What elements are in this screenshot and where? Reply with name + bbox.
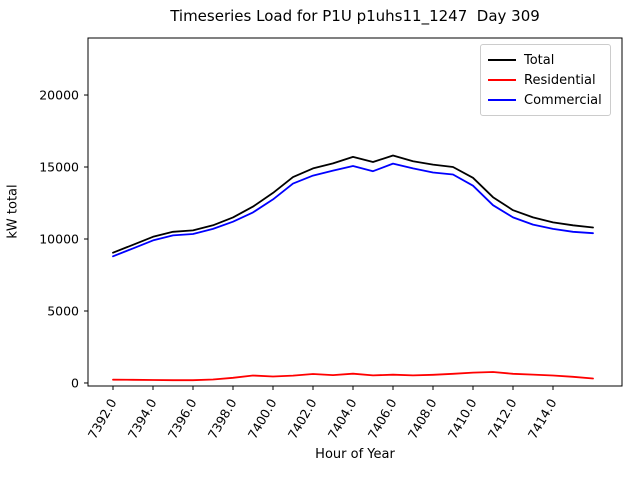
- x-tick-label: 7406.0: [365, 396, 400, 441]
- y-tick-label: 0: [71, 375, 79, 390]
- x-tick-label: 7404.0: [325, 396, 360, 441]
- x-tick-label: 7394.0: [125, 396, 160, 441]
- series-line-commercial: [112, 162, 594, 258]
- x-tick-label: 7408.0: [405, 396, 440, 441]
- x-tick-label: 7402.0: [285, 396, 320, 441]
- x-tick-label: 7400.0: [245, 396, 280, 441]
- x-tick-label: 7392.0: [85, 396, 120, 441]
- x-axis-label: Hour of Year: [315, 447, 395, 462]
- y-tick-label: 10000: [39, 231, 79, 246]
- series-line-residential: [112, 371, 594, 382]
- y-axis-label: kW total: [5, 184, 21, 239]
- legend-item-commercial: Commercial: [488, 90, 604, 110]
- chart-title: Timeseries Load for P1U p1uhs11_1247 Day…: [170, 7, 540, 25]
- x-tick-label: 7396.0: [165, 396, 200, 441]
- y-tick-label: 20000: [39, 88, 79, 103]
- series-line-total: [112, 154, 594, 254]
- y-tick-label: 5000: [47, 303, 79, 318]
- commercial-line-swatch: [488, 99, 516, 101]
- x-tick-label: 7398.0: [205, 396, 240, 441]
- residential-line-swatch: [488, 79, 516, 81]
- legend-label-total: Total: [524, 52, 555, 68]
- legend-item-total: Total: [488, 50, 604, 70]
- total-line-swatch: [488, 59, 516, 61]
- y-tick-label: 15000: [39, 160, 79, 175]
- x-tick-label: 7414.0: [525, 396, 560, 441]
- legend-item-residential: Residential: [488, 70, 604, 90]
- x-tick-label: 7412.0: [485, 396, 520, 441]
- legend-label-residential: Residential: [524, 72, 596, 88]
- legend: Total Residential Commercial: [480, 44, 611, 116]
- axes-spines: [87, 37, 623, 387]
- x-tick-label: 7410.0: [445, 396, 480, 441]
- legend-label-commercial: Commercial: [524, 92, 602, 108]
